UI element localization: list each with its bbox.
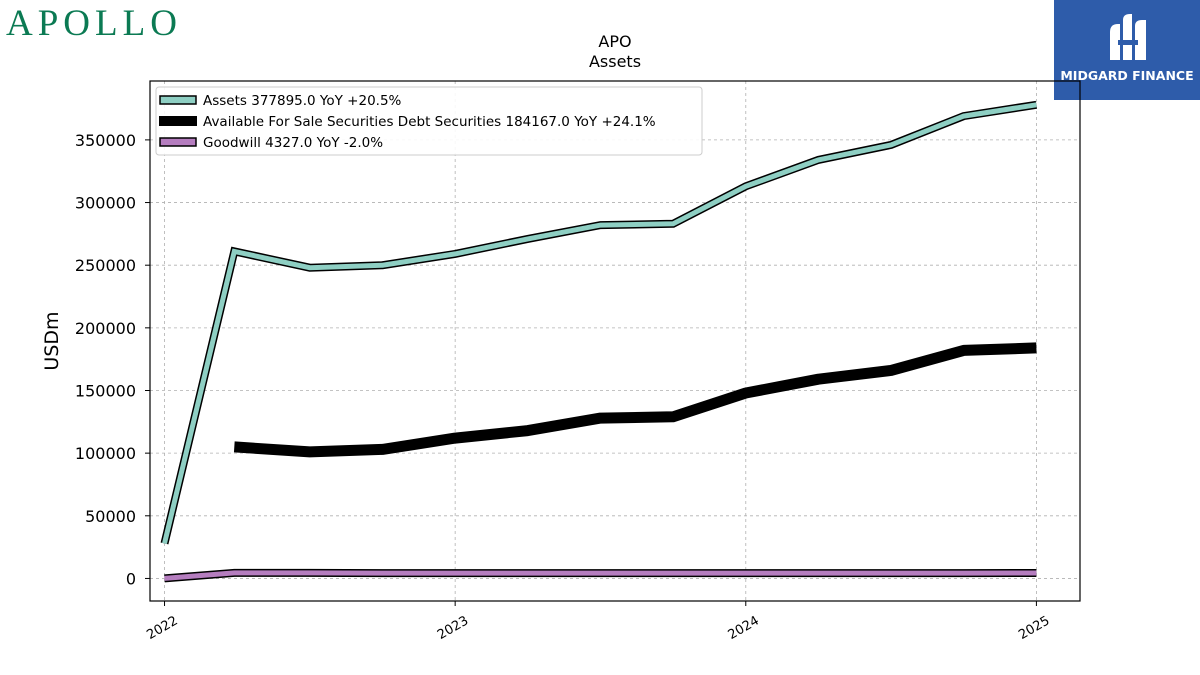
x-tick-label: 2022: [144, 613, 180, 643]
x-tick-label: 2023: [435, 613, 471, 643]
y-tick-label: 300000: [75, 194, 136, 213]
x-tick-label: 2024: [726, 613, 762, 643]
legend-swatch-goodwill: [159, 137, 197, 147]
y-tick-label: 200000: [75, 319, 136, 338]
midgard-logo-icon: [1110, 14, 1146, 60]
midgard-finance-logo: MIDGARD FINANCE: [1054, 0, 1200, 100]
series-line-assets: [162, 102, 1037, 544]
legend-box: [155, 86, 703, 156]
y-axis-label: USDm: [41, 311, 63, 370]
chart-title: APO: [598, 32, 632, 51]
y-tick-label: 100000: [75, 444, 136, 463]
x-tick-label: 2025: [1016, 613, 1052, 643]
legend-label-goodwill: Goodwill 4327.0 YoY -2.0%: [203, 135, 383, 151]
series-outline-assets: [160, 100, 1038, 545]
y-tick-label: 50000: [85, 507, 136, 526]
midgard-brand-text: MIDGARD FINANCE: [1060, 68, 1194, 83]
y-tick-label: 0: [126, 569, 136, 588]
apollo-logo: APOLLO: [6, 3, 182, 44]
legend-label-available-for-sale-securities-debt-securities: Available For Sale Securities Debt Secur…: [203, 114, 656, 130]
chart-subtitle: Assets: [588, 52, 642, 71]
legend-swatch-assets: [159, 95, 197, 105]
y-tick-label: 150000: [75, 381, 136, 400]
series-line-goodwill: [164, 570, 1037, 581]
y-tick-label: 350000: [75, 131, 136, 150]
series-line-available-for-sale-securities-debt-securities: [233, 342, 1037, 458]
legend-label-assets: Assets 377895.0 YoY +20.5%: [203, 93, 402, 109]
plot-frame: [149, 80, 1081, 602]
legend-swatch-available-for-sale-securities-debt-securities: [159, 116, 197, 126]
y-tick-label: 250000: [75, 256, 136, 275]
